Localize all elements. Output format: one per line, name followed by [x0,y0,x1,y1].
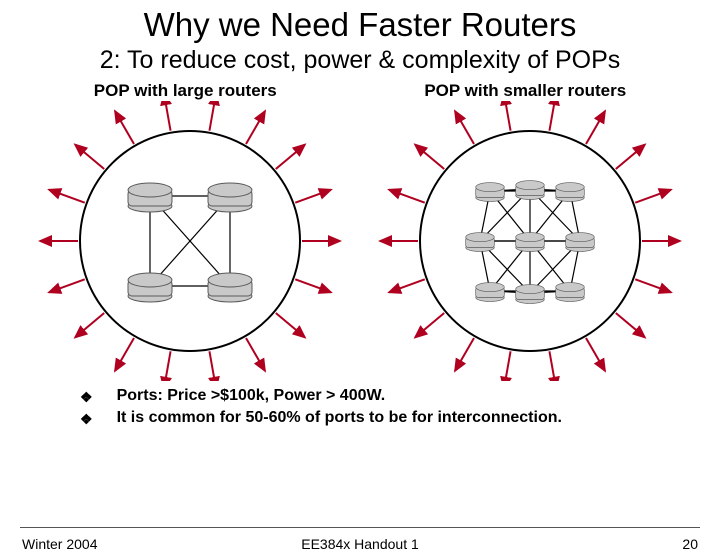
diagram-stage [0,101,720,381]
network-diagram [0,101,720,381]
bullet-icon: ❖ [80,387,93,407]
bullet-icon: ❖ [80,409,93,429]
list-item: ❖ Ports: Price >$100k, Power > 400W. [80,387,720,407]
page-subtitle: 2: To reduce cost, power & complexity of… [40,46,680,75]
left-diagram-label: POP with large routers [94,81,277,101]
page-title: Why we Need Faster Routers [0,6,720,44]
footer-right: 20 [682,536,698,552]
footer: Winter 2004 EE384x Handout 1 20 [0,529,720,536]
bullets: ❖ Ports: Price >$100k, Power > 400W. ❖ I… [80,387,720,429]
footer-center: EE384x Handout 1 [0,536,720,552]
list-item: ❖ It is common for 50-60% of ports to be… [80,409,720,429]
bullet-text: It is common for 50-60% of ports to be f… [117,409,562,427]
bullet-text: Ports: Price >$100k, Power > 400W. [117,387,386,405]
right-diagram-label: POP with smaller routers [424,81,626,101]
